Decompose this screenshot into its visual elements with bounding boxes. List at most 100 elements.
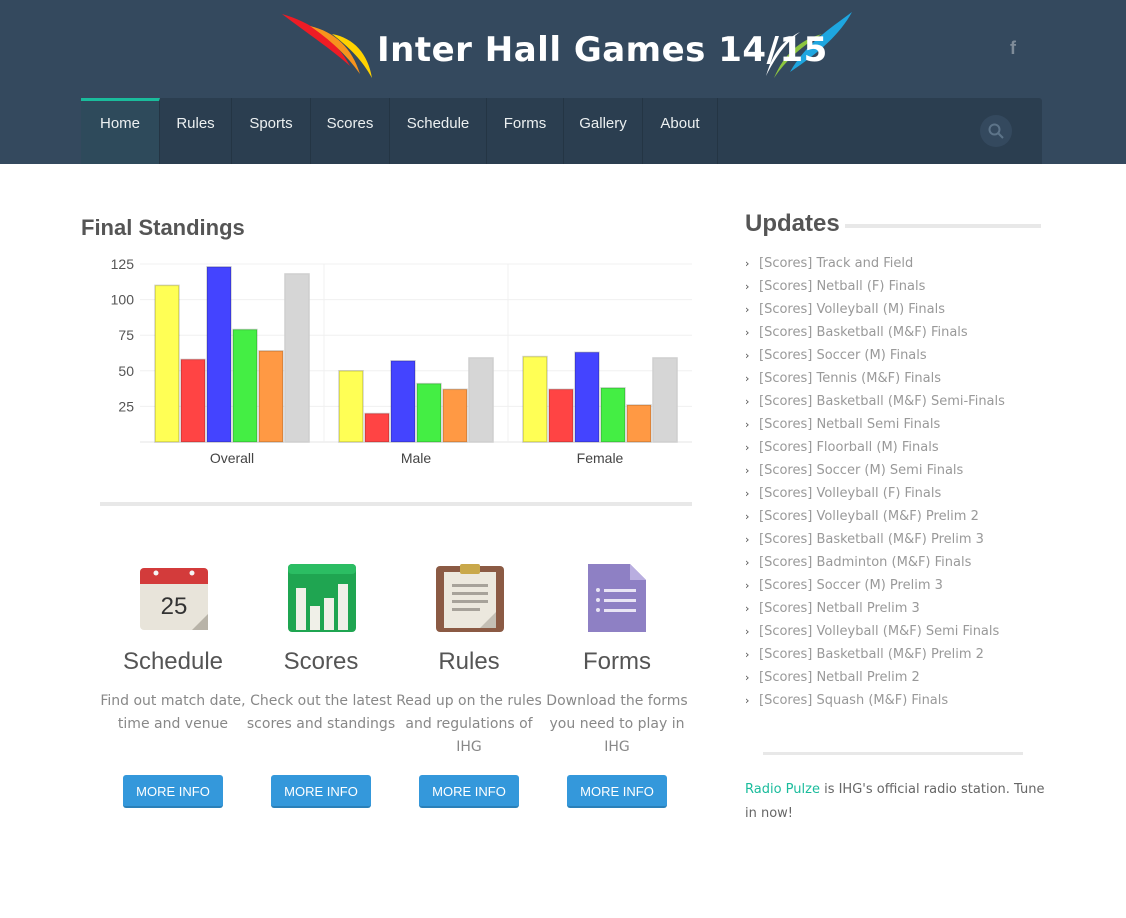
update-item[interactable]: › [Scores] Tennis (M&F) Finals	[745, 368, 1045, 391]
update-item[interactable]: › [Scores] Netball (F) Finals	[745, 276, 1045, 299]
update-link[interactable]: [Scores] Netball Semi Finals	[759, 417, 941, 432]
update-link[interactable]: [Scores] Netball Prelim 2	[759, 670, 920, 685]
clipboard-icon	[432, 560, 506, 634]
feature-title: Schedule	[122, 648, 224, 675]
update-item[interactable]: › [Scores] Basketball (M&F) Semi-Finals	[745, 391, 1045, 414]
chevron-right-icon: ›	[745, 326, 750, 339]
bar-female-1	[522, 355, 548, 443]
calendar-icon: 25	[136, 560, 210, 634]
y-tick-label: 125	[111, 256, 135, 272]
update-item[interactable]: › [Scores] Badminton (M&F) Finals	[745, 552, 1045, 575]
update-link[interactable]: [Scores] Badminton (M&F) Finals	[759, 555, 972, 570]
chevron-right-icon: ›	[745, 694, 750, 707]
update-item[interactable]: › [Scores] Basketball (M&F) Prelim 2	[745, 644, 1045, 667]
rules-more-info-button[interactable]: MORE INFO	[419, 775, 519, 808]
site-logo[interactable]: Inter Hall Games 14/15	[280, 8, 860, 84]
bar-overall-4	[232, 328, 258, 443]
bar-female-6	[652, 357, 678, 443]
chevron-right-icon: ›	[745, 280, 750, 293]
nav-forms[interactable]: Forms	[487, 98, 564, 164]
feature-schedule: 25 Schedule Find out match date, time an…	[98, 560, 248, 808]
bar-male-6	[468, 357, 494, 443]
bar-female-3	[574, 351, 600, 443]
update-link[interactable]: [Scores] Volleyball (M&F) Prelim 2	[759, 509, 979, 524]
feature-desc: Find out match date, time and venue	[100, 693, 246, 732]
update-link[interactable]: [Scores] Volleyball (M&F) Semi Finals	[759, 624, 1000, 639]
sidebar-divider	[763, 752, 1023, 755]
update-link[interactable]: [Scores] Netball (F) Finals	[759, 279, 926, 294]
feature-title: Scores	[283, 648, 359, 675]
update-link[interactable]: [Scores] Tennis (M&F) Finals	[759, 371, 942, 386]
update-link[interactable]: [Scores] Track and Field	[759, 256, 914, 271]
chevron-right-icon: ›	[745, 418, 750, 431]
update-item[interactable]: › [Scores] Volleyball (M&F) Semi Finals	[745, 621, 1045, 644]
chevron-right-icon: ›	[745, 625, 750, 638]
bar-overall-6	[284, 273, 310, 443]
feature-desc: Download the forms you need to play in I…	[546, 693, 688, 755]
bar-male-5	[442, 388, 468, 443]
chevron-right-icon: ›	[745, 303, 750, 316]
bar-female-5	[626, 404, 652, 443]
update-item[interactable]: › [Scores] Soccer (M) Finals	[745, 345, 1045, 368]
chevron-right-icon: ›	[745, 395, 750, 408]
search-button[interactable]	[980, 115, 1012, 147]
update-link[interactable]: [Scores] Soccer (M) Semi Finals	[759, 463, 964, 478]
nav-schedule[interactable]: Schedule	[390, 98, 487, 164]
update-link[interactable]: [Scores] Squash (M&F) Finals	[759, 693, 949, 708]
update-item[interactable]: › [Scores] Volleyball (F) Finals	[745, 483, 1045, 506]
update-item[interactable]: › [Scores] Basketball (M&F) Finals	[745, 322, 1045, 345]
nav-rules[interactable]: Rules	[160, 98, 232, 164]
nav-home[interactable]: Home	[81, 98, 160, 164]
forms-more-info-button[interactable]: MORE INFO	[567, 775, 667, 808]
bar-female-4	[600, 387, 626, 443]
update-link[interactable]: [Scores] Basketball (M&F) Prelim 2	[759, 647, 984, 662]
update-link[interactable]: [Scores] Basketball (M&F) Prelim 3	[759, 532, 984, 547]
bar-chart-icon	[284, 560, 358, 634]
nav-gallery[interactable]: Gallery	[564, 98, 643, 164]
search-icon	[988, 123, 1004, 139]
scores-more-info-button[interactable]: MORE INFO	[271, 775, 371, 808]
y-tick-label: 50	[118, 363, 134, 379]
update-item[interactable]: › [Scores] Soccer (M) Semi Finals	[745, 460, 1045, 483]
bar-male-2	[364, 412, 390, 443]
update-link[interactable]: [Scores] Netball Prelim 3	[759, 601, 920, 616]
update-item[interactable]: › [Scores] Floorball (M) Finals	[745, 437, 1045, 460]
update-item[interactable]: › [Scores] Track and Field	[745, 253, 1045, 276]
radio-pulze-link[interactable]: Radio Pulze	[745, 782, 820, 797]
y-tick-label: 75	[118, 327, 134, 343]
main-nav: Home Rules Sports Scores Schedule Forms …	[81, 98, 1042, 164]
nav-scores[interactable]: Scores	[311, 98, 390, 164]
update-item[interactable]: › [Scores] Squash (M&F) Finals	[745, 690, 1045, 713]
update-link[interactable]: [Scores] Volleyball (F) Finals	[759, 486, 942, 501]
section-divider	[100, 502, 692, 506]
update-link[interactable]: [Scores] Basketball (M&F) Finals	[759, 325, 968, 340]
bar-male-1	[338, 370, 364, 443]
facebook-icon[interactable]: f	[1010, 38, 1016, 58]
update-item[interactable]: › [Scores] Basketball (M&F) Prelim 3	[745, 529, 1045, 552]
update-item[interactable]: › [Scores] Soccer (M) Prelim 3	[745, 575, 1045, 598]
schedule-more-info-button[interactable]: MORE INFO	[123, 775, 223, 808]
update-item[interactable]: › [Scores] Volleyball (M) Finals	[745, 299, 1045, 322]
bar-male-3	[390, 360, 416, 443]
update-link[interactable]: [Scores] Soccer (M) Finals	[759, 348, 927, 363]
update-item[interactable]: › [Scores] Netball Semi Finals	[745, 414, 1045, 437]
standings-chart: 25 50 75 100 125 Overall Male Female	[111, 256, 692, 466]
update-link[interactable]: [Scores] Volleyball (M) Finals	[759, 302, 946, 317]
update-link[interactable]: [Scores] Basketball (M&F) Semi-Finals	[759, 394, 1005, 409]
chevron-right-icon: ›	[745, 464, 750, 477]
update-item[interactable]: › [Scores] Netball Prelim 3	[745, 598, 1045, 621]
update-item[interactable]: › [Scores] Netball Prelim 2	[745, 667, 1045, 690]
update-link[interactable]: [Scores] Floorball (M) Finals	[759, 440, 939, 455]
update-link[interactable]: [Scores] Soccer (M) Prelim 3	[759, 578, 943, 593]
nav-sports[interactable]: Sports	[232, 98, 311, 164]
chevron-right-icon: ›	[745, 602, 750, 615]
bar-male-4	[416, 382, 442, 443]
update-item[interactable]: › [Scores] Volleyball (M&F) Prelim 2	[745, 506, 1045, 529]
chevron-right-icon: ›	[745, 533, 750, 546]
nav-about[interactable]: About	[643, 98, 718, 164]
bar-overall-5	[258, 350, 284, 443]
feature-scores: Scores Check out the latest scores and s…	[246, 560, 396, 808]
bar-overall-1	[154, 284, 180, 443]
x-tick-label: Overall	[210, 450, 254, 466]
updates-list: › [Scores] Track and Field › [Scores] Netba…	[745, 253, 1045, 713]
